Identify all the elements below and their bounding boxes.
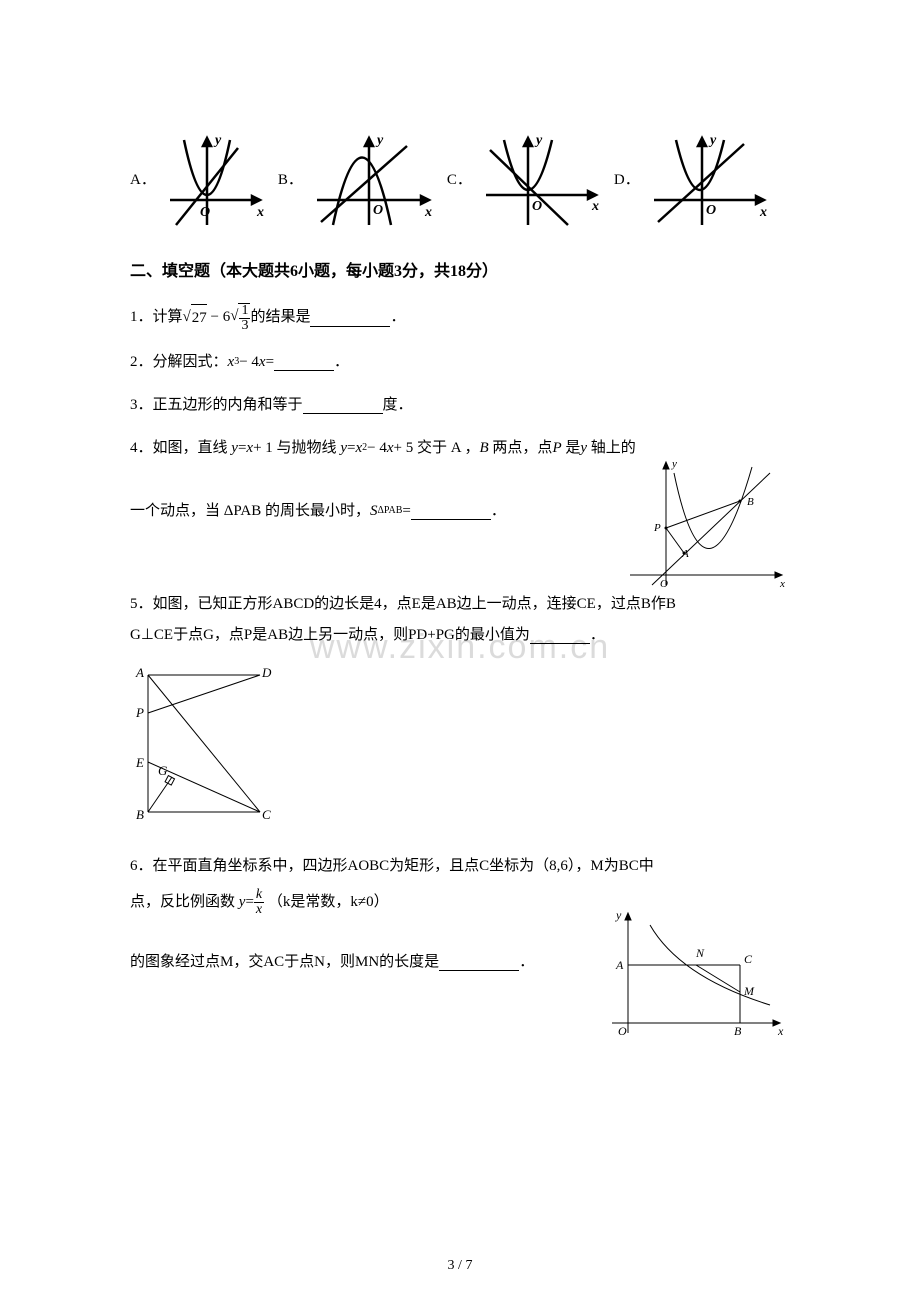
q6-math: y = kx	[235, 888, 268, 917]
choice-c: C． O x y	[447, 130, 606, 230]
choice-d: D． O x y	[614, 130, 774, 230]
svg-text:O: O	[660, 578, 668, 590]
svg-text:O: O	[618, 1024, 627, 1038]
svg-text:B: B	[734, 1024, 742, 1038]
choice-b-label: B．	[278, 167, 303, 194]
q4-blank	[411, 502, 491, 520]
page-content: A． O x y B．	[130, 130, 790, 1013]
q3-text-b: 度．	[383, 392, 413, 419]
q6-blank	[439, 953, 519, 971]
question-1: 1．计算 √27 − 6 √13 的结果是 ．	[130, 303, 790, 333]
choice-d-figure: O x y	[644, 130, 774, 230]
q3-blank	[303, 396, 383, 414]
q4-line1-d2: 两点，点	[492, 435, 552, 462]
q4-math1: y = x + 1	[228, 435, 277, 462]
q2-blank	[274, 353, 334, 371]
choice-b: B． O x y	[278, 130, 439, 230]
choice-c-label: C．	[447, 167, 472, 194]
q4-b-label: B	[480, 435, 493, 462]
svg-text:x: x	[256, 205, 264, 220]
q4-line2-a: 一个动点，当 ΔPAB 的周长最小时，	[130, 498, 370, 525]
q1-prefix: 1．计算	[130, 304, 183, 331]
choice-a-label: A．	[130, 167, 156, 194]
choices-row: A． O x y B．	[130, 130, 790, 230]
svg-text:P: P	[135, 705, 144, 720]
question-6: 6．在平面直角坐标系中，四边形AOBC为矩形，且点C坐标为（8,6），M为BC中…	[130, 853, 790, 1013]
q5-blank	[530, 626, 590, 644]
svg-text:y: y	[708, 133, 717, 148]
question-5: 5．如图，已知正方形ABCD的边长是4，点E是AB边上一动点，连接CE，过点B作…	[130, 591, 790, 837]
svg-text:O: O	[706, 203, 716, 218]
svg-text:P: P	[653, 522, 661, 534]
svg-text:y: y	[615, 908, 622, 922]
q6-line3-b: ．	[519, 949, 534, 976]
q5-line2-b: ．	[590, 622, 605, 649]
choice-a-figure: O x y	[160, 130, 270, 230]
q1-math: √27 − 6 √13	[183, 303, 251, 333]
svg-text:x: x	[777, 1024, 784, 1038]
q3-text-a: 3．正五边形的内角和等于	[130, 392, 303, 419]
q5-line1: 5．如图，已知正方形ABCD的边长是4，点E是AB边上一动点，连接CE，过点B作…	[130, 591, 676, 618]
svg-text:M: M	[743, 984, 755, 998]
q6-line2-a: 点，反比例函数	[130, 889, 235, 916]
svg-text:y: y	[375, 133, 384, 148]
q4-y-label: y	[580, 435, 590, 462]
svg-text:y: y	[213, 133, 222, 148]
svg-text:A: A	[615, 958, 624, 972]
q1-blank	[310, 309, 390, 327]
q6-line1: 6．在平面直角坐标系中，四边形AOBC为矩形，且点C坐标为（8,6），M为BC中	[130, 853, 654, 880]
svg-text:C: C	[744, 952, 753, 966]
q4-line1-d3: 是	[565, 435, 580, 462]
q4-figure: O x y P A B	[620, 457, 790, 592]
choice-a: A． O x y	[130, 130, 270, 230]
svg-text:x: x	[779, 578, 785, 590]
question-3: 3．正五边形的内角和等于 度．	[130, 392, 790, 419]
svg-text:G: G	[158, 763, 168, 778]
choice-b-figure: O x y	[307, 130, 439, 230]
q4-line2-c: ．	[491, 498, 506, 525]
svg-text:x: x	[424, 205, 432, 220]
svg-text:N: N	[695, 946, 705, 960]
svg-text:B: B	[747, 496, 754, 508]
svg-text:y: y	[534, 133, 543, 148]
svg-text:E: E	[135, 755, 144, 770]
section-2-header: 二、填空题（本大题共6小题，每小题3分，共18分）	[130, 258, 790, 287]
q2-prefix: 2．分解因式：	[130, 349, 228, 376]
q2-end: ．	[334, 349, 349, 376]
q4-line1-c: 交于 A ，	[417, 435, 480, 462]
q4-s-math: SΔPAB =	[370, 498, 411, 525]
q6-line2-b: （k是常数，k≠0）	[268, 889, 389, 916]
q4-line1-b: 与抛物线	[277, 435, 337, 462]
svg-text:y: y	[671, 458, 677, 470]
svg-text:B: B	[136, 807, 144, 822]
q1-suffix: 的结果是	[250, 304, 310, 331]
q4-p-label: P	[552, 435, 565, 462]
choice-d-label: D．	[614, 167, 640, 194]
question-4: 4．如图，直线 y = x + 1 与抛物线 y = x2 − 4x + 5 交…	[130, 435, 790, 575]
q2-math: x3 − 4x =	[228, 349, 275, 376]
q6-figure: O x y A B C N M	[600, 905, 790, 1045]
svg-text:x: x	[591, 199, 599, 214]
q5-line2-a: G⊥CE于点G，点P是AB边上另一动点，则PD+PG的最小值为	[130, 622, 530, 649]
page-number: 3 / 7	[448, 1258, 473, 1274]
q4-line1-a: 4．如图，直线	[130, 435, 228, 462]
q1-end: ．	[390, 304, 405, 331]
svg-text:O: O	[532, 199, 542, 214]
q6-line3-a: 的图象经过点M，交AC于点N，则MN的长度是	[130, 949, 439, 976]
svg-text:C: C	[262, 807, 271, 822]
question-2: 2．分解因式： x3 − 4x = ．	[130, 349, 790, 376]
q4-math2: y = x2 − 4x + 5	[337, 435, 417, 462]
choice-c-figure: O x y	[476, 130, 606, 230]
q5-figure: A D B C P E G	[130, 657, 280, 827]
svg-text:D: D	[261, 665, 272, 680]
svg-text:x: x	[759, 205, 767, 220]
svg-text:A: A	[135, 665, 144, 680]
svg-text:O: O	[200, 205, 210, 220]
svg-text:O: O	[373, 203, 383, 218]
